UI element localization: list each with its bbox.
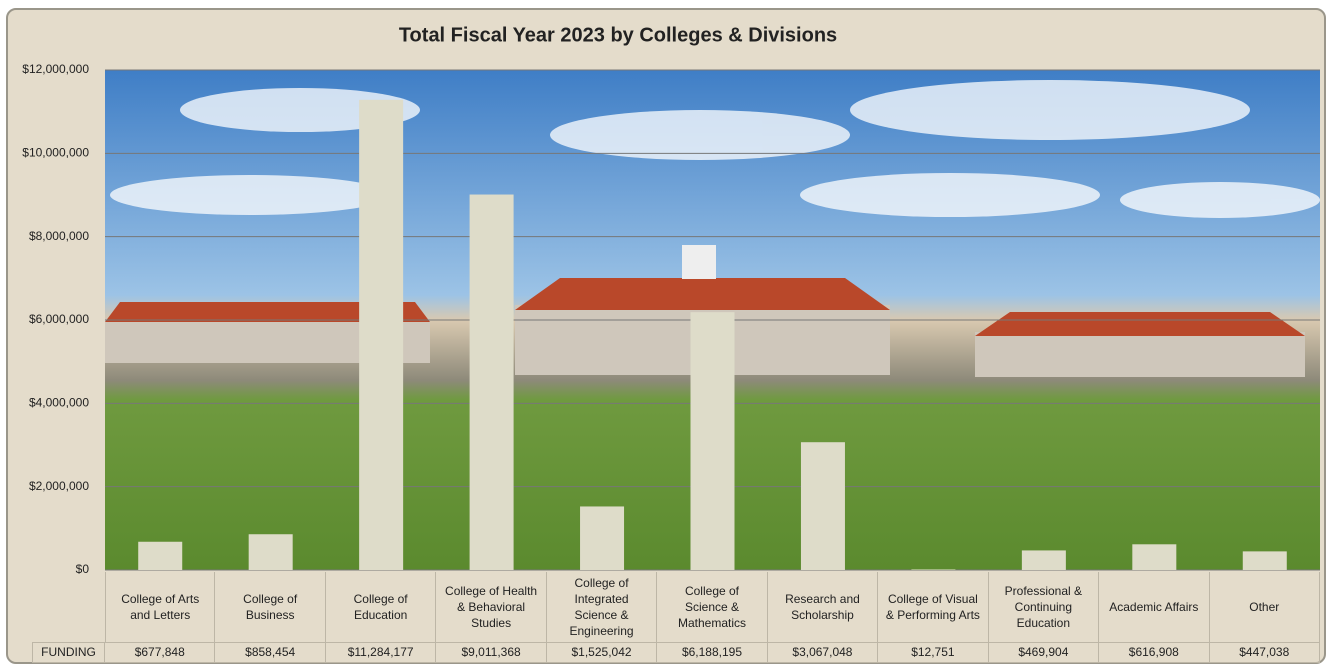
funding-value: $469,904 <box>988 642 1100 663</box>
y-tick-label: $10,000,000 <box>22 146 89 160</box>
category-label: College of Arts and Letters <box>105 572 216 642</box>
y-tick-label: $12,000,000 <box>22 62 89 76</box>
funding-value: $858,454 <box>215 642 326 663</box>
funding-value: $12,751 <box>878 642 989 663</box>
bar <box>690 312 735 570</box>
category-label: College of Education <box>326 572 437 642</box>
category-label: College of Integrated Science & Engineer… <box>547 572 658 642</box>
buildings <box>105 245 1305 377</box>
clouds <box>110 80 1320 218</box>
y-tick-label: $0 <box>76 562 90 576</box>
funding-value: $6,188,195 <box>657 642 768 663</box>
bar <box>138 541 183 570</box>
y-tick-label: $2,000,000 <box>29 479 89 493</box>
y-tick-label: $8,000,000 <box>29 229 89 243</box>
funding-value: $677,848 <box>105 642 216 663</box>
category-label: College of Visual & Performing Arts <box>878 572 989 642</box>
funding-value: $11,284,177 <box>325 642 437 663</box>
y-tick-label: $6,000,000 <box>29 312 89 326</box>
bar <box>911 569 956 570</box>
bar <box>248 534 293 570</box>
bar <box>1132 544 1177 570</box>
table-row-label: FUNDING <box>32 642 105 663</box>
category-label: College of Health & Behavioral Studies <box>436 572 547 642</box>
funding-value: $9,011,368 <box>436 642 547 663</box>
y-tick-label: $4,000,000 <box>29 396 89 410</box>
funding-value: $1,525,042 <box>546 642 658 663</box>
bar <box>1242 551 1287 570</box>
funding-value: $616,908 <box>1099 642 1210 663</box>
funding-value: $3,067,048 <box>767 642 879 663</box>
category-label: Academic Affairs <box>1099 572 1210 642</box>
category-label: Professional & Continuing Education <box>989 572 1100 642</box>
bar <box>359 99 404 570</box>
bar <box>1021 550 1066 570</box>
category-label: College of Business <box>215 572 326 642</box>
category-label: Research and Scholarship <box>768 572 879 642</box>
funding-value: $447,038 <box>1209 642 1320 663</box>
category-label: Other <box>1210 572 1320 642</box>
chart-title: Total Fiscal Year 2023 by Colleges & Div… <box>399 24 837 46</box>
bar <box>580 506 625 570</box>
bar <box>800 442 845 570</box>
category-label: College of Science & Mathematics <box>657 572 768 642</box>
bar <box>469 194 514 570</box>
